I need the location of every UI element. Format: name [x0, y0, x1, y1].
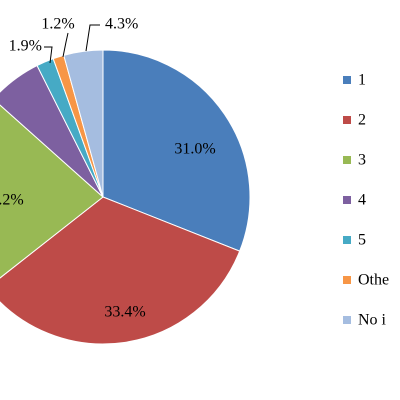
legend-swatch [343, 116, 351, 124]
leader-line [44, 46, 53, 64]
pie-slice [102, 49, 251, 252]
data-label: 1.9% [9, 38, 42, 55]
data-label: 1.2% [41, 16, 74, 33]
leader-line [62, 32, 69, 58]
legend-label: No i [358, 312, 387, 329]
legend-label: 2 [358, 112, 366, 129]
legend-swatch [343, 316, 351, 324]
pie-slice [0, 104, 104, 279]
legend-swatch [343, 76, 351, 84]
legend-swatch [343, 156, 351, 164]
legend-swatch [343, 236, 351, 244]
data-label: 22.2% [0, 192, 24, 209]
legend-label: 5 [358, 232, 366, 249]
legend-swatch [343, 196, 351, 204]
data-label: 31.0% [174, 141, 215, 158]
leader-line [85, 24, 100, 52]
legend-label: 4 [358, 192, 366, 209]
data-label: 33.4% [104, 304, 145, 321]
legend-label: 1 [358, 72, 366, 89]
legend-label: 3 [358, 152, 366, 169]
legend-label: Othe [358, 272, 389, 289]
pie-slice [0, 196, 241, 345]
data-label: 4.3% [105, 16, 138, 33]
legend-swatch [343, 276, 351, 284]
